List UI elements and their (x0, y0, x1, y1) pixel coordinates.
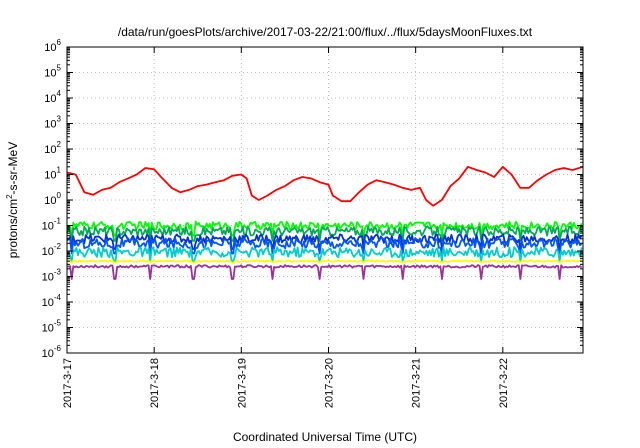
x-tick-label: 2017-3-21 (411, 358, 423, 408)
grid (67, 47, 583, 353)
y-tick-label: 10-4 (42, 293, 62, 309)
x-axis-label: Coordinated Universal Time (UTC) (233, 430, 417, 444)
y-tick-label: 10-2 (42, 242, 62, 258)
series-line (66, 220, 583, 237)
y-axis-label-main: protons/cm (6, 199, 20, 258)
y-tick-label: 10-6 (42, 344, 62, 360)
series-line (66, 225, 583, 242)
x-tick-label: 2017-3-19 (236, 358, 248, 408)
y-tick-label: 100 (44, 191, 61, 207)
y-axis: 10-6 10-5 10-4 10-3 10-2 10-1 100 101 102 103 104 1… (42, 38, 583, 360)
series-group (66, 165, 584, 280)
series-line (66, 259, 582, 264)
y-tick-label: 105 (44, 64, 61, 80)
chart-title: /data/run/goesPlots/archive/2017-03-22/2… (118, 25, 533, 39)
x-axis: 2017-3-17 2017-3-18 2017-3-19 2017-3-20 2017… (62, 47, 510, 408)
y-tick-label: 102 (44, 140, 61, 156)
y-axis-label-rest: -s-sr-MeV (6, 142, 20, 195)
series-line (66, 165, 584, 207)
y-tick-label: 10-1 (42, 217, 62, 233)
series-line (66, 237, 583, 255)
series-line (67, 264, 583, 280)
x-tick-label: 2017-3-20 (323, 358, 335, 408)
y-tick-label: 101 (44, 166, 61, 182)
y-tick-label: 106 (44, 38, 61, 54)
y-tick-label: 104 (44, 89, 61, 105)
y-axis-label-sup: 2 (5, 194, 14, 199)
y-tick-label: 10-5 (42, 319, 62, 335)
y-axis-label: protons/cm2-s-sr-MeV (5, 142, 20, 258)
y-tick-label: 103 (44, 115, 61, 131)
y-tick-label: 10-3 (42, 268, 62, 284)
x-tick-label: 2017-3-18 (149, 358, 161, 408)
plot-frame (66, 46, 584, 354)
x-tick-label: 2017-3-17 (62, 358, 74, 408)
series-line (66, 246, 583, 262)
x-tick-label: 2017-3-22 (498, 358, 510, 408)
